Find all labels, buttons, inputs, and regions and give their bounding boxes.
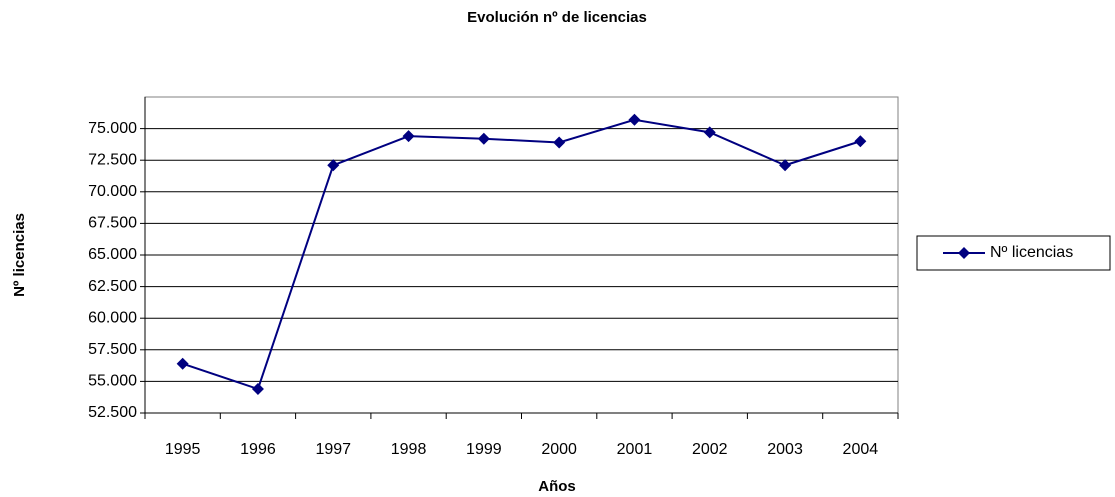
x-tick-label: 1999 xyxy=(466,441,502,458)
y-tick-label: 60.000 xyxy=(88,309,137,326)
x-tick-label: 2004 xyxy=(843,441,879,458)
marker xyxy=(854,135,867,148)
marker xyxy=(402,130,415,143)
y-tick-label: 67.500 xyxy=(88,215,137,232)
chart-title: Evolución nº de licencias xyxy=(467,9,647,26)
y-tick-label: 55.000 xyxy=(88,373,137,390)
marker xyxy=(553,136,566,149)
y-tick-label: 57.500 xyxy=(88,341,137,358)
x-tick-label: 1998 xyxy=(391,441,427,458)
marker xyxy=(251,382,264,395)
marker xyxy=(176,357,189,370)
x-tick-label: 2003 xyxy=(767,441,803,458)
y-axis-title: Nº licencias xyxy=(11,213,28,297)
y-tick-label: 75.000 xyxy=(88,120,137,137)
marker xyxy=(628,113,641,126)
series-line xyxy=(182,118,861,391)
x-tick-label: 1996 xyxy=(240,441,276,458)
x-tick-label: 2002 xyxy=(692,441,728,458)
legend-label: Nº licencias xyxy=(990,244,1073,261)
x-tick-label: 1997 xyxy=(315,441,351,458)
marker xyxy=(327,159,340,172)
y-tick-label: 52.500 xyxy=(88,404,137,421)
y-tick-label: 65.000 xyxy=(88,246,137,263)
x-tick-label: 1995 xyxy=(165,441,201,458)
y-tick-label: 62.500 xyxy=(88,278,137,295)
x-tick-label: 2000 xyxy=(541,441,577,458)
marker xyxy=(477,132,490,145)
x-tick-label: 2001 xyxy=(617,441,653,458)
x-axis-title: Años xyxy=(538,478,576,495)
legend-marker xyxy=(958,247,970,259)
y-tick-label: 70.000 xyxy=(88,183,137,200)
y-tick-label: 72.500 xyxy=(88,151,137,168)
marker xyxy=(779,159,792,172)
marker xyxy=(703,126,716,139)
